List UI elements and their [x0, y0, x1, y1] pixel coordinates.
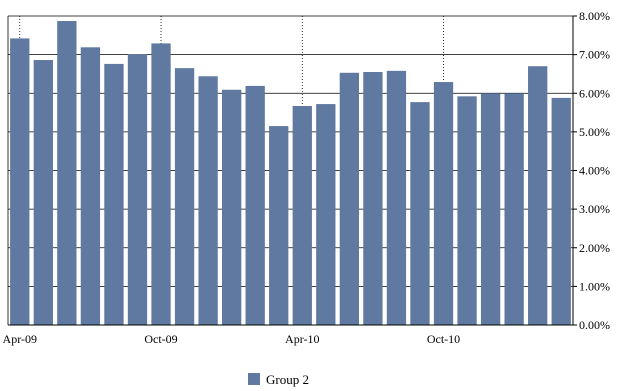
axes [7, 16, 574, 326]
y-tick-label: 4.00% [579, 164, 610, 178]
bar [363, 72, 383, 325]
x-tick-label: Apr-09 [3, 332, 37, 346]
legend-label: Group 2 [266, 372, 309, 387]
legend-swatch [248, 373, 260, 385]
legend: Group 2 [248, 372, 309, 387]
y-tick-labels: 0.00% 1.00% 2.00% 3.00% 4.00% 5.00% 6.00% 7.00%… [579, 9, 610, 332]
y-tick-label: 3.00% [579, 202, 610, 216]
bar [174, 68, 195, 326]
x-tick-labels: Apr-09 Oct-09 Apr-10 Oct-10 [3, 332, 461, 346]
bar [457, 96, 477, 325]
bar [221, 89, 242, 326]
bar [151, 43, 171, 326]
bar [339, 72, 360, 325]
y-tick-label: 0.00% [579, 318, 610, 332]
y-tick-label: 8.00% [579, 9, 610, 23]
bar [504, 93, 524, 325]
bar [480, 93, 501, 325]
x-tick-label: Oct-10 [427, 332, 460, 346]
x-tick-label: Oct-09 [144, 332, 177, 346]
y-tick-label: 6.00% [579, 86, 610, 100]
y-tick-label: 2.00% [579, 241, 610, 255]
bar [104, 63, 124, 326]
bar [33, 60, 53, 325]
bar [386, 70, 407, 325]
bar [433, 82, 454, 325]
y-tick-label: 7.00% [579, 48, 610, 62]
bar [127, 54, 148, 326]
bar [269, 126, 289, 325]
bars [10, 21, 571, 326]
y-tick-label: 1.00% [579, 279, 610, 293]
bar [10, 38, 30, 326]
x-tick-label: Apr-10 [285, 332, 319, 346]
bar [292, 105, 312, 325]
bar [316, 104, 336, 325]
bar [528, 66, 548, 326]
bar [57, 21, 77, 326]
y-tick-label: 5.00% [579, 125, 610, 139]
bar [410, 102, 430, 325]
bar [245, 85, 265, 325]
bar [551, 97, 571, 325]
bar [198, 76, 218, 325]
bar [80, 47, 101, 325]
